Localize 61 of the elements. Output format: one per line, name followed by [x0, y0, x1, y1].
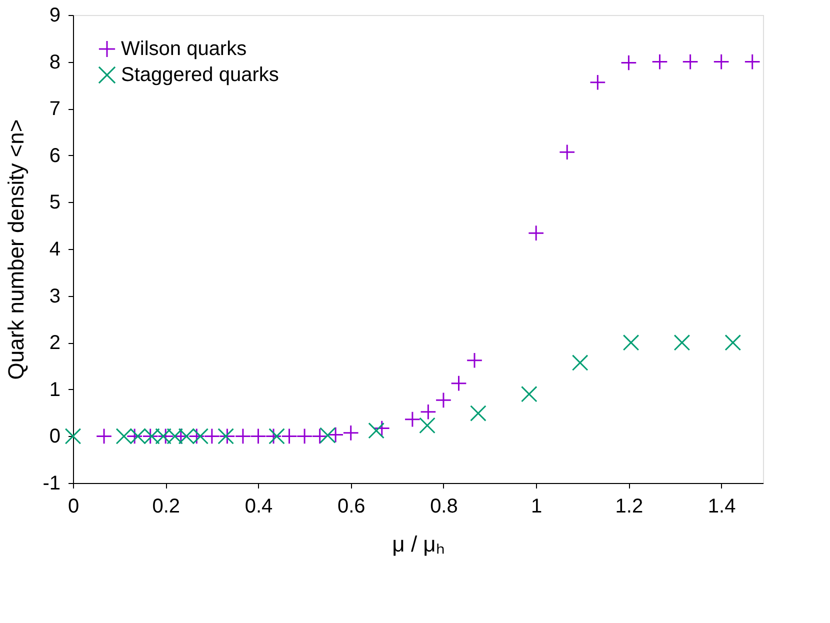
point — [320, 427, 336, 444]
x-tick-label: 0.2 — [152, 496, 180, 518]
x-tick-label: 1 — [531, 496, 542, 518]
point — [572, 354, 588, 371]
point — [64, 428, 82, 444]
point — [268, 428, 285, 444]
point — [368, 422, 384, 439]
point — [374, 420, 390, 436]
point — [312, 428, 328, 444]
point — [470, 405, 486, 422]
point — [674, 334, 690, 351]
point — [558, 144, 576, 160]
x-tick-label: 1.2 — [615, 496, 644, 518]
point — [622, 334, 640, 351]
point — [96, 428, 112, 444]
point — [450, 375, 467, 392]
y-tick-label: 6 — [49, 144, 60, 167]
x-tick-label: 0.8 — [430, 496, 458, 518]
x-tick-label: 0 — [68, 496, 80, 518]
point — [281, 428, 298, 444]
point — [126, 428, 143, 444]
point — [420, 404, 436, 420]
point — [682, 54, 698, 70]
legend-label: Wilson quarks — [121, 38, 247, 60]
point — [404, 411, 421, 428]
point — [652, 54, 668, 70]
y-tick-label: 4 — [49, 238, 60, 260]
point — [172, 428, 190, 444]
x-tick-label: 0.6 — [337, 496, 366, 518]
y-tick-label: 7 — [49, 98, 60, 120]
x-axis-title: μ / μₕ — [392, 532, 445, 556]
point — [419, 417, 436, 434]
point — [435, 392, 452, 408]
point — [620, 54, 637, 71]
point — [250, 428, 266, 444]
point — [528, 224, 544, 242]
y-axis-title: Quark number density <n> — [4, 119, 29, 380]
x-tick-label: 0.4 — [244, 496, 273, 518]
y-tick-label: -1 — [42, 472, 60, 494]
y-tick-label: 2 — [49, 332, 60, 354]
point — [296, 428, 313, 444]
y-tick-label: 9 — [49, 4, 60, 26]
point — [744, 54, 761, 70]
point — [590, 74, 606, 91]
legend-label: Staggered quarks — [121, 64, 279, 86]
point — [204, 428, 220, 444]
point — [342, 424, 360, 442]
point — [466, 352, 483, 369]
point — [265, 428, 282, 444]
point — [724, 334, 742, 351]
point — [188, 428, 205, 444]
y-tick-label: 3 — [49, 285, 60, 308]
y-tick-label: 1 — [49, 378, 60, 401]
y-tick-label: 0 — [49, 426, 60, 448]
point — [713, 54, 730, 70]
x-tick-label: 1.4 — [708, 496, 736, 518]
y-tick-label: 5 — [49, 192, 60, 214]
point — [234, 428, 252, 444]
point — [520, 386, 538, 402]
y-tick-label: 8 — [49, 51, 60, 74]
point — [327, 426, 344, 443]
